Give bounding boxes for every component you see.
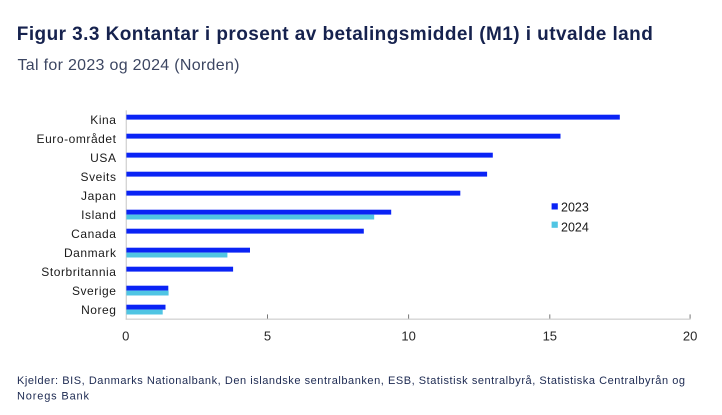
- svg-text:Figur 3.3 Kontantar i prosent: Figur 3.3 Kontantar i prosent av betalin…: [17, 24, 653, 45]
- svg-text:Kjelder: BIS, Danmarks Nationa: Kjelder: BIS, Danmarks Nationalbank, Den…: [17, 375, 685, 387]
- svg-text:Danmark: Danmark: [64, 246, 117, 260]
- svg-text:Sveits: Sveits: [81, 170, 117, 184]
- svg-text:Kina: Kina: [90, 113, 116, 127]
- svg-text:Island: Island: [81, 208, 116, 222]
- svg-text:Sverige: Sverige: [72, 284, 117, 298]
- svg-text:5: 5: [264, 329, 271, 344]
- svg-text:2024: 2024: [561, 221, 589, 235]
- svg-text:Noreg: Noreg: [81, 303, 116, 317]
- svg-text:Storbritannia: Storbritannia: [41, 265, 116, 279]
- svg-text:Noregs Bank: Noregs Bank: [17, 391, 90, 403]
- svg-text:Euro-området: Euro-området: [37, 132, 117, 146]
- svg-text:2023: 2023: [561, 200, 589, 214]
- svg-text:10: 10: [401, 329, 415, 344]
- svg-text:0: 0: [122, 329, 129, 344]
- svg-text:20: 20: [683, 329, 697, 344]
- svg-text:Canada: Canada: [71, 227, 116, 241]
- svg-text:Japan: Japan: [81, 189, 116, 203]
- svg-text:USA: USA: [90, 151, 116, 165]
- svg-text:15: 15: [543, 329, 557, 344]
- svg-text:Tal for 2023 og 2024 (Norden): Tal for 2023 og 2024 (Norden): [18, 57, 240, 74]
